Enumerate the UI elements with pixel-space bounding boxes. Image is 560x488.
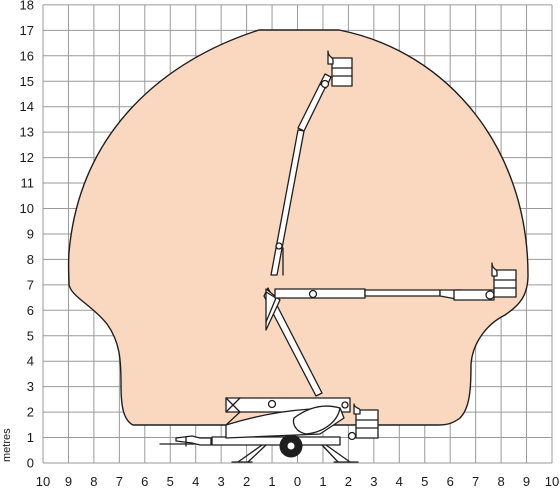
y-tick-label: 4 [27,354,34,369]
x-tick-label: 5 [421,474,428,488]
boom-max-height-position [270,50,353,276]
y-tick-label: 16 [20,48,34,63]
working-envelope [67,29,529,426]
x-tick-label: 3 [370,474,377,488]
x-tick-label: 0 [294,474,301,488]
y-tick-label: 0 [27,456,34,471]
x-tick-label: 7 [472,474,479,488]
x-tick-label: 5 [167,474,174,488]
x-tick-label: 1 [268,474,275,488]
boom-outreach-position [263,262,517,397]
y-tick-label: 6 [27,303,34,318]
y-unit-label: metres [1,428,13,462]
y-tick-label: 18 [20,0,34,12]
x-tick-label: 10 [545,474,559,488]
x-tick-label: 9 [523,474,530,488]
y-tick-label: 2 [27,405,34,420]
x-tick-label: 1 [319,474,326,488]
trailer-chassis [159,434,359,463]
x-tick-label: 8 [497,474,504,488]
x-tick-label: 4 [192,474,199,488]
y-tick-label: 10 [20,201,34,216]
y-tick-label: 5 [27,328,34,343]
x-tick-label: 6 [447,474,454,488]
y-tick-label: 13 [20,125,34,140]
y-tick-label: 9 [27,226,34,241]
y-tick-label: 15 [20,74,34,89]
y-tick-label: 14 [20,99,34,114]
x-tick-label: 10 [36,474,50,488]
x-tick-label: 4 [396,474,403,488]
x-tick-label: 3 [218,474,225,488]
x-axis-labels: 10 9 8 7 6 5 4 3 2 1 0 1 2 3 4 5 6 7 8 9 10 [36,474,559,488]
y-tick-label: 8 [27,252,34,267]
y-tick-label: 11 [21,176,35,191]
x-tick-label: 2 [243,474,250,488]
x-tick-label: 7 [116,474,123,488]
y-tick-label: 3 [27,379,34,394]
y-tick-label: 17 [20,23,34,38]
x-tick-label: 6 [141,474,148,488]
y-tick-label: 7 [27,277,34,292]
x-tick-label: 8 [90,474,97,488]
boom-stowed-position [225,397,379,441]
y-tick-label: 12 [20,150,34,165]
access-platform [159,50,517,463]
x-tick-label: 2 [345,474,352,488]
x-tick-label: 9 [65,474,72,488]
y-tick-label: 1 [27,430,34,445]
